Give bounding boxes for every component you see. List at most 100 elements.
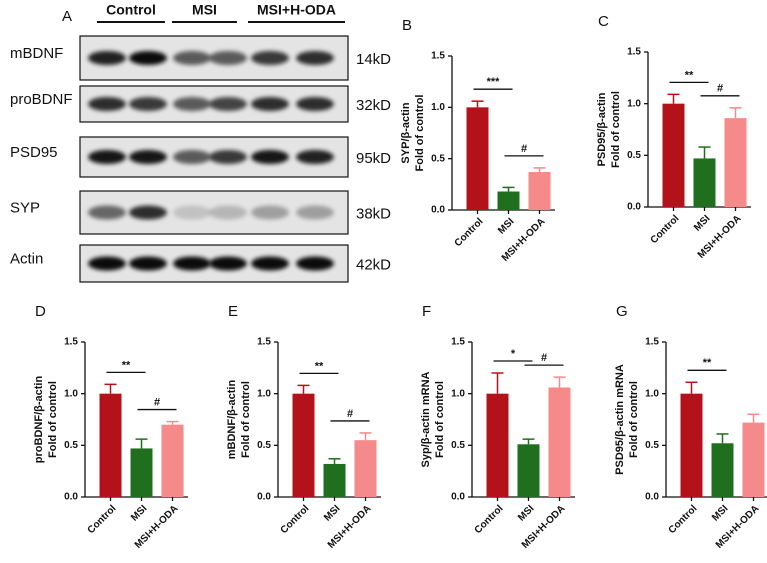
blot-band <box>173 205 211 220</box>
y-tick-label: 1.5 <box>64 337 78 348</box>
y-tick-label: 1.0 <box>627 98 641 109</box>
y-tick-label: 0.0 <box>627 202 641 213</box>
y-tick-label: 1.0 <box>64 388 78 399</box>
y-axis-label: Fold of control <box>610 91 622 168</box>
blot-band <box>296 256 334 271</box>
bar <box>486 393 509 497</box>
significance-label: # <box>154 396 160 408</box>
bar <box>323 463 346 497</box>
significance-label: # <box>347 408 353 420</box>
significance-label: ** <box>315 360 324 372</box>
blot-band <box>173 150 211 164</box>
panel-label: D <box>35 303 46 320</box>
row-label: proBDNF <box>10 91 73 108</box>
x-tick-label: Control <box>649 213 682 246</box>
y-tick-label: 0.0 <box>451 492 465 503</box>
blot-band <box>296 51 334 65</box>
y-tick-label: 0.5 <box>451 440 465 451</box>
blot-band <box>88 51 126 65</box>
y-tick-label: 0.0 <box>257 492 271 503</box>
blot-band <box>129 256 167 271</box>
row-label: mBDNF <box>10 45 63 62</box>
bar <box>724 118 747 207</box>
y-tick-label: 0.5 <box>645 440 659 451</box>
y-axis-label: Fold of control <box>414 95 426 172</box>
y-tick-label: 1.5 <box>451 337 465 348</box>
significance-label: ** <box>685 69 694 81</box>
bar <box>497 191 520 210</box>
group-label: MSI <box>192 2 217 18</box>
size-label: 14kD <box>356 51 391 68</box>
y-tick-label: 1.0 <box>451 388 465 399</box>
blot-band <box>129 97 167 111</box>
x-tick-label: MSI <box>322 503 343 524</box>
y-tick-label: 1.0 <box>257 388 271 399</box>
y-axis-label: mBDNF/β-actin <box>226 380 238 460</box>
x-tick-label: MSI <box>129 503 150 524</box>
panel-label: B <box>402 17 412 34</box>
y-tick-label: 1.5 <box>257 337 271 348</box>
significance-label: ** <box>703 357 712 369</box>
x-tick-label: MSI <box>710 503 731 524</box>
y-tick-label: 1.5 <box>627 47 641 58</box>
y-axis-label: proBDNF/β-actin <box>33 376 45 464</box>
blot-band <box>251 150 289 164</box>
blot-band <box>173 256 211 271</box>
y-tick-label: 0.0 <box>431 205 445 216</box>
panel-label: A <box>62 8 72 25</box>
blot-band <box>296 205 334 220</box>
blot-band <box>251 205 289 220</box>
y-tick-label: 0.0 <box>645 492 659 503</box>
bar <box>161 424 184 497</box>
blot-band <box>88 150 126 164</box>
blot-band <box>129 51 167 65</box>
x-tick-label: Control <box>473 503 506 536</box>
y-axis-label: Fold of control <box>628 381 640 458</box>
bar <box>548 387 571 497</box>
bar <box>528 172 551 210</box>
group-label: Control <box>106 2 156 18</box>
size-label: 38kD <box>356 205 391 222</box>
blot-band <box>88 97 126 111</box>
x-tick-label: MSI <box>496 216 517 237</box>
blot-band <box>209 256 247 271</box>
blot-band <box>173 97 211 111</box>
bar <box>742 422 765 497</box>
y-axis-label: PSD95/β-actin mRNA <box>614 364 626 475</box>
x-tick-label: MSI <box>692 213 713 234</box>
y-tick-label: 1.5 <box>431 51 445 62</box>
panel-label: C <box>598 13 609 30</box>
y-tick-label: 0.0 <box>64 492 78 503</box>
group-label: MSI+H-ODA <box>257 2 336 18</box>
x-tick-label: Control <box>279 503 312 536</box>
blot-band <box>209 51 247 65</box>
blot-band <box>251 51 289 65</box>
y-axis-label: Fold of control <box>240 381 252 458</box>
blot-band <box>209 150 247 164</box>
significance-label: * <box>511 348 516 360</box>
size-label: 42kD <box>356 256 391 273</box>
bar <box>292 393 315 497</box>
y-tick-label: 1.5 <box>645 337 659 348</box>
y-tick-label: 0.5 <box>627 150 641 161</box>
size-label: 95kD <box>356 150 391 167</box>
bar <box>711 443 734 497</box>
bar <box>662 103 685 207</box>
significance-label: # <box>717 83 723 95</box>
y-axis-label: Syp/β-actin mRNA <box>420 371 432 467</box>
blot-band <box>129 205 167 220</box>
bar <box>693 158 716 207</box>
blot-band <box>209 97 247 111</box>
row-label: Actin <box>10 250 43 267</box>
bar <box>354 440 377 497</box>
significance-label: *** <box>487 76 501 88</box>
panel-label: G <box>616 303 628 320</box>
row-label: SYP <box>10 199 40 216</box>
significance-label: # <box>521 143 527 155</box>
bar <box>130 448 153 497</box>
blot-band <box>296 97 334 111</box>
y-tick-label: 1.0 <box>645 388 659 399</box>
bar <box>680 393 703 497</box>
y-tick-label: 0.5 <box>64 440 78 451</box>
